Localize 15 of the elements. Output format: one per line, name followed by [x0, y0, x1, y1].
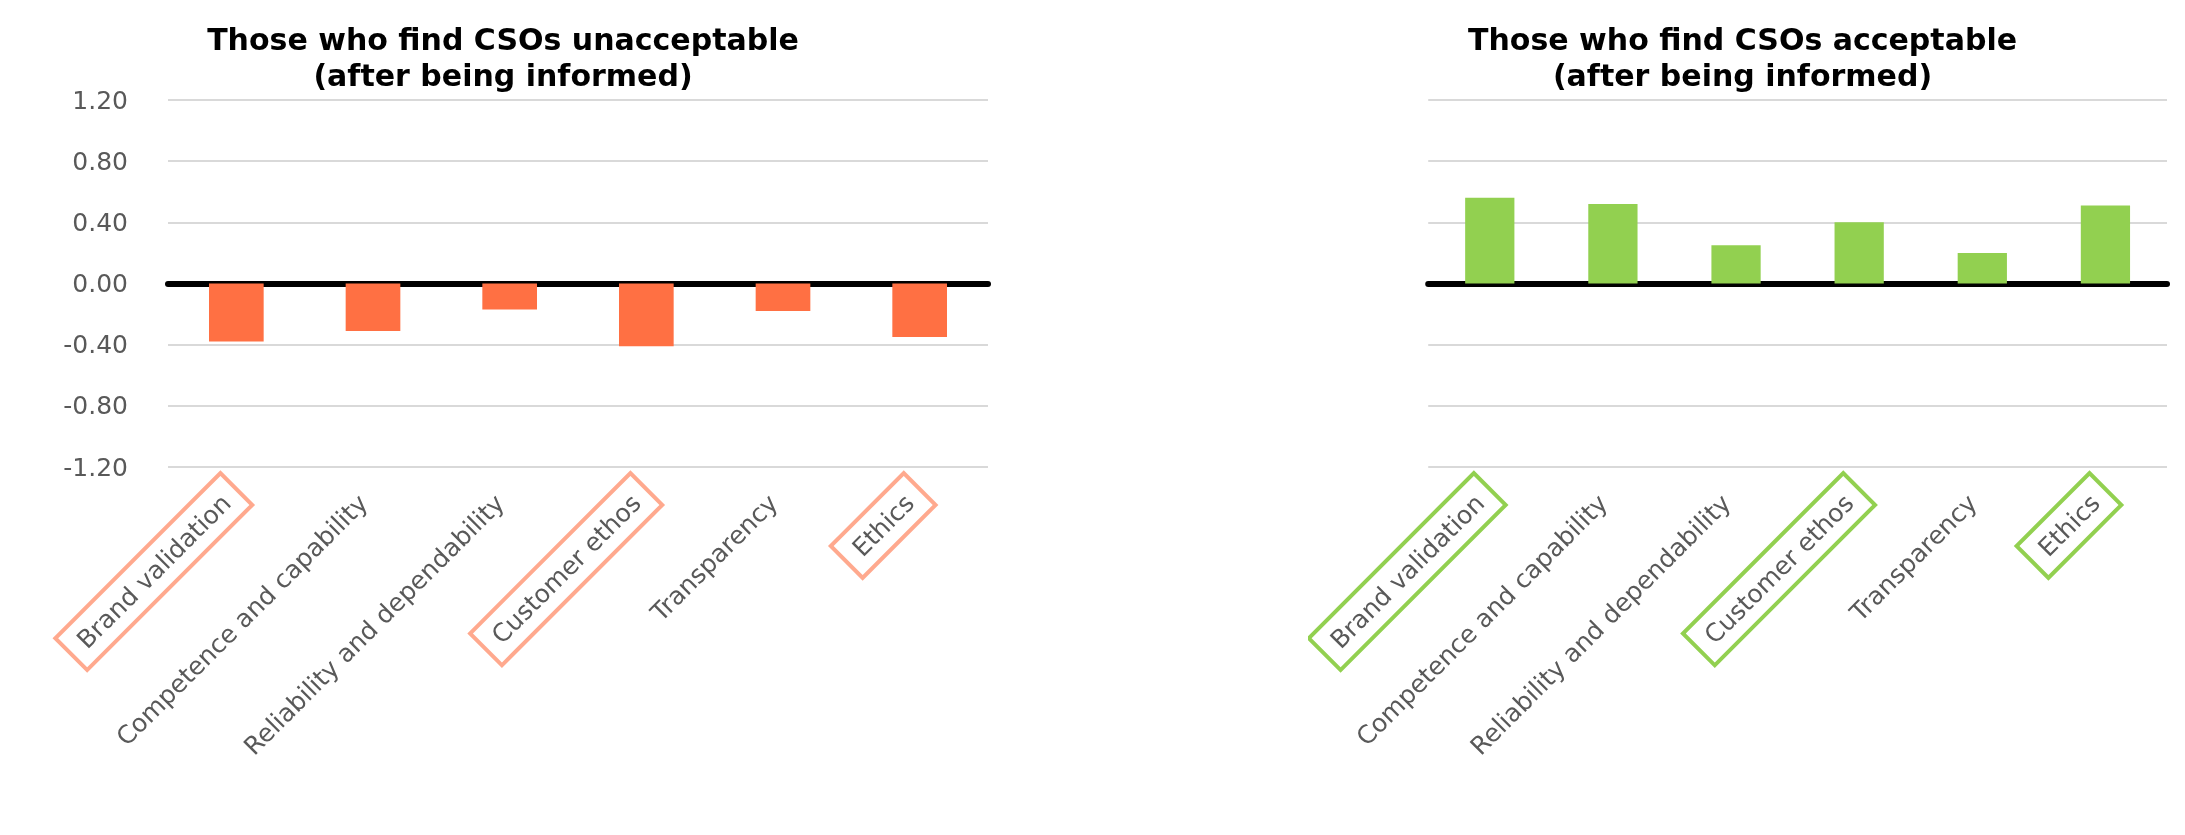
y-tick-label: 1.20: [72, 85, 128, 115]
y-tick-label: 0.40: [72, 207, 128, 237]
bar: [1834, 222, 1884, 284]
y-tick-label: -0.40: [63, 330, 128, 360]
y-tick-label: 0.80: [72, 146, 128, 176]
bar: [1588, 203, 1638, 284]
bar: [1957, 252, 2007, 284]
y-tick-label: -1.20: [63, 452, 128, 482]
bar: [1711, 245, 1761, 284]
chart-title: Those who find CSOs unacceptable (after being informed): [207, 21, 799, 93]
y-tick-label: -0.80: [63, 391, 128, 421]
y-tick-label: 0.00: [72, 269, 128, 298]
chart-title: Those who find CSOs acceptable (after being informed): [1467, 21, 2018, 93]
bar: [1465, 197, 1515, 284]
bar: [2080, 205, 2131, 284]
